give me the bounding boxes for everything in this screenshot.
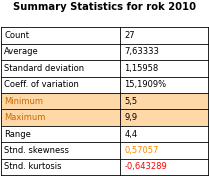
Text: Minimum: Minimum: [4, 97, 43, 106]
Text: -0,643289: -0,643289: [124, 162, 167, 171]
Text: Count: Count: [4, 31, 29, 40]
Text: 9,9: 9,9: [124, 113, 138, 122]
Text: Stnd. skewness: Stnd. skewness: [4, 146, 69, 155]
Text: Summary Statistics for rok 2010: Summary Statistics for rok 2010: [13, 2, 196, 12]
Text: Standard deviation: Standard deviation: [4, 64, 84, 73]
Text: Maximum: Maximum: [4, 113, 46, 122]
Text: 15,1909%: 15,1909%: [124, 80, 167, 89]
Text: 27: 27: [124, 31, 135, 40]
Text: Coeff. of variation: Coeff. of variation: [4, 80, 79, 89]
Text: Range: Range: [4, 130, 31, 139]
Text: 0,57057: 0,57057: [124, 146, 159, 155]
Text: Average: Average: [4, 47, 39, 56]
Text: 7,63333: 7,63333: [124, 47, 159, 56]
Text: Stnd. kurtosis: Stnd. kurtosis: [4, 162, 62, 171]
Bar: [1, 109, 208, 126]
Text: 4,4: 4,4: [124, 130, 138, 139]
Text: 1,15958: 1,15958: [124, 64, 159, 73]
Text: 5,5: 5,5: [124, 97, 138, 106]
Bar: [1, 93, 208, 109]
